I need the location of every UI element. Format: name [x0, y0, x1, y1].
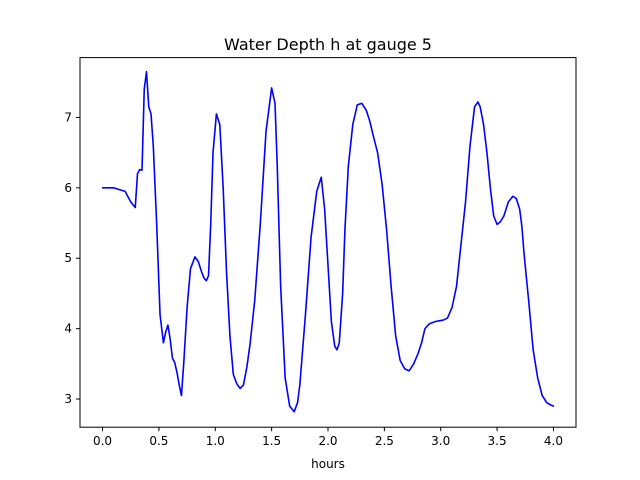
y-tick-label: 7 [64, 110, 72, 124]
x-tick-label: 2.5 [375, 434, 394, 448]
y-tick-label: 3 [64, 392, 72, 406]
x-tick-label: 0.5 [149, 434, 168, 448]
x-tick-label: 3.0 [431, 434, 450, 448]
series-layer [101, 70, 555, 413]
x-tick-label: 0.0 [93, 434, 112, 448]
x-tick-label: 1.0 [206, 434, 225, 448]
x-tick-label: 1.5 [262, 434, 281, 448]
y-tick-label: 6 [64, 181, 72, 195]
chart-title: Water Depth h at gauge 5 [224, 35, 432, 54]
plot-frame [79, 57, 577, 428]
x-tick-label: 2.0 [318, 434, 337, 448]
axis-ticks: 0.0 0.5 1.0 1.5 2.0 2.5 3.0 3.5 4.0 3 4 5 6 7 [64, 110, 563, 448]
x-axis-label: hours [311, 457, 345, 471]
x-tick-label: 3.5 [488, 434, 507, 448]
series-line [101, 70, 555, 413]
y-tick-label: 5 [64, 251, 72, 265]
x-tick-label: 4.0 [544, 434, 563, 448]
y-tick-label: 4 [64, 322, 72, 336]
